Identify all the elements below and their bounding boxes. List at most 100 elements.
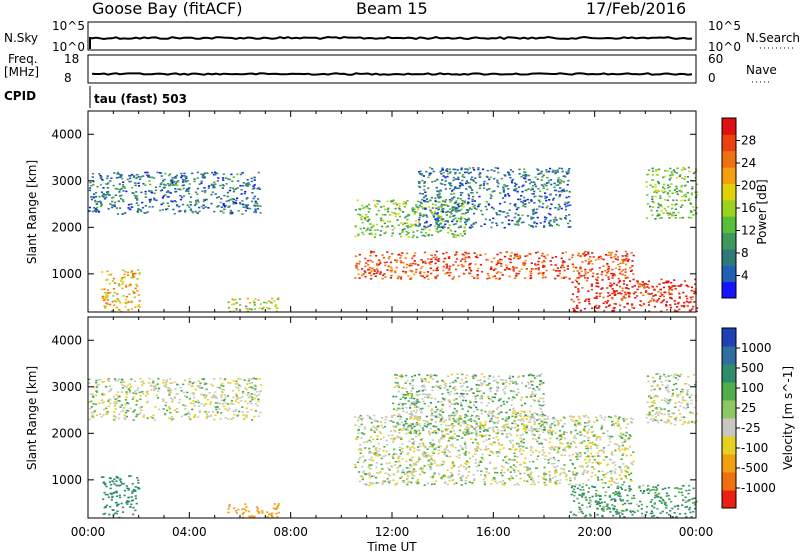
data-cell	[554, 475, 557, 478]
data-cell	[421, 215, 424, 218]
data-cell	[419, 272, 422, 274]
data-cell	[455, 482, 458, 484]
data-cell	[223, 208, 226, 211]
data-cell	[398, 449, 401, 451]
data-cell	[132, 411, 135, 413]
data-cell	[580, 442, 583, 444]
data-cell	[127, 388, 130, 390]
data-cell	[444, 481, 447, 483]
data-cell	[401, 231, 404, 233]
data-cell	[515, 220, 519, 223]
data-cell	[516, 429, 519, 432]
data-cell	[202, 204, 205, 207]
data-cell	[413, 447, 416, 449]
data-cell	[626, 471, 629, 474]
data-cell	[560, 257, 563, 260]
data-cell	[394, 426, 397, 428]
data-cell	[520, 418, 523, 420]
data-cell	[127, 402, 130, 405]
data-cell	[164, 414, 167, 416]
data-cell	[562, 449, 565, 451]
data-cell	[153, 388, 156, 390]
data-cell	[558, 205, 561, 208]
data-cell	[543, 429, 546, 431]
data-cell	[695, 310, 698, 313]
data-cell	[204, 206, 207, 208]
data-cell	[115, 501, 118, 504]
data-cell	[137, 269, 140, 271]
data-cell	[418, 416, 421, 419]
data-cell	[358, 263, 361, 265]
data-cell	[528, 467, 531, 470]
data-cell	[376, 268, 379, 270]
data-cell	[201, 378, 204, 380]
data-cell	[126, 503, 129, 505]
data-cell	[440, 210, 443, 213]
data-cell	[437, 452, 440, 455]
data-cell	[476, 205, 480, 208]
data-cell	[394, 271, 397, 274]
data-cell	[495, 436, 498, 438]
data-cell	[463, 226, 466, 229]
data-cell	[548, 441, 551, 444]
data-cell	[400, 278, 403, 280]
data-cell	[493, 422, 496, 424]
data-cell	[464, 468, 467, 470]
data-cell	[456, 234, 459, 237]
data-cell	[219, 377, 222, 380]
data-cell	[486, 428, 490, 430]
data-cell	[593, 459, 596, 461]
data-cell	[197, 399, 200, 402]
data-cell	[690, 289, 693, 292]
data-cell	[488, 178, 491, 181]
data-cell	[246, 394, 249, 396]
data-cell	[362, 441, 365, 444]
data-cell	[431, 477, 434, 479]
data-cell	[489, 197, 492, 199]
data-cell	[234, 400, 237, 402]
data-cell	[438, 226, 441, 228]
data-cell	[359, 216, 362, 219]
data-cell	[369, 222, 372, 225]
data-cell	[167, 387, 170, 389]
data-cell	[529, 274, 532, 277]
data-cell	[534, 263, 537, 265]
data-cell	[513, 277, 517, 280]
data-cell	[222, 385, 225, 387]
data-cell	[460, 167, 463, 169]
data-cell	[203, 176, 206, 178]
data-cell	[539, 172, 542, 174]
data-cell	[397, 254, 400, 256]
data-cell	[481, 435, 484, 437]
data-cell	[578, 465, 581, 468]
data-cell	[137, 482, 140, 484]
data-cell	[420, 267, 423, 270]
data-cell	[116, 380, 119, 382]
data-cell	[410, 458, 413, 460]
data-cell	[245, 506, 248, 508]
data-cell	[471, 179, 474, 181]
data-cell	[453, 210, 457, 212]
data-cell	[667, 280, 670, 283]
data-cell	[469, 268, 472, 271]
data-cell	[443, 461, 446, 464]
data-cell	[110, 310, 114, 312]
data-cell	[207, 185, 211, 187]
data-cell	[390, 267, 393, 269]
data-cell	[270, 514, 273, 517]
data-cell	[383, 261, 386, 264]
data-cell	[565, 196, 568, 199]
data-cell	[456, 209, 460, 212]
data-cell	[368, 208, 371, 210]
data-cell	[100, 191, 103, 193]
data-cell	[129, 284, 132, 286]
data-cell	[460, 464, 463, 467]
data-cell	[259, 390, 262, 393]
data-cell	[651, 200, 654, 203]
data-cell	[153, 419, 156, 421]
data-cell	[562, 260, 565, 262]
data-cell	[454, 254, 457, 256]
data-cell	[453, 389, 456, 392]
data-cell	[609, 416, 612, 418]
